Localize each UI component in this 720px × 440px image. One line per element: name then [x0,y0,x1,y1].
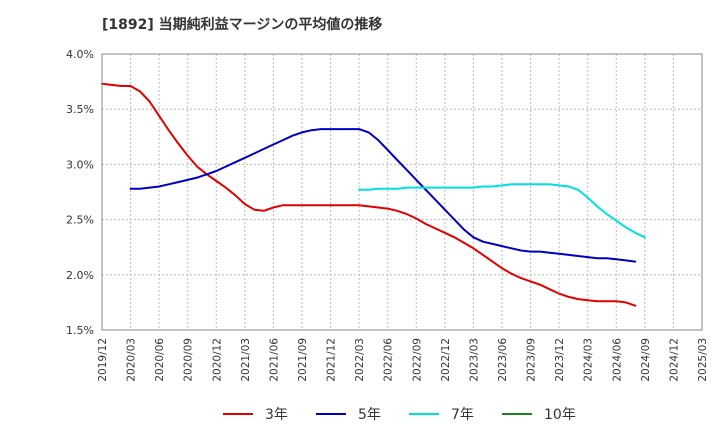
x-tick-label: 2021/06 [268,338,280,382]
y-tick-label: 1.5% [66,324,94,337]
x-tick-label: 2021/03 [240,338,252,382]
y-axis: 1.5% 2.0% 2.5% 3.0% 3.5% 4.0% [66,48,94,337]
x-tick-label: 2024/03 [583,338,595,382]
y-tick-label: 2.5% [66,214,94,227]
x-tick-label: 2022/09 [411,338,423,382]
y-tick-label: 3.5% [66,103,94,116]
legend-label: 7年 [451,407,474,423]
grid-layer [101,53,703,331]
legend-label: 10年 [544,407,576,423]
x-tick-label: 2022/12 [440,338,452,382]
x-tick-label: 2020/06 [154,338,166,382]
x-tick-label: 2022/03 [354,338,366,382]
x-axis: 2019/12 2020/03 2020/06 2020/09 2020/12 2021/… [97,338,709,382]
legend-label: 3年 [265,407,288,423]
x-tick-label: 2023/09 [526,338,538,382]
chart-title: [1892] 当期純利益マージンの平均値の推移 [102,17,383,33]
plot-frame [101,53,703,331]
series-layer [101,82,646,307]
x-tick-label: 2020/12 [211,338,223,382]
x-tick-label: 2021/12 [326,338,338,382]
x-tick-label: 2024/06 [611,338,623,382]
series-line [358,183,646,239]
y-tick-label: 4.0% [66,48,94,61]
x-tick-label: 2020/03 [126,338,138,382]
x-tick-label: 2024/12 [668,338,680,382]
x-tick-label: 2023/06 [497,338,509,382]
series-line [101,82,637,307]
x-tick-label: 2021/09 [297,338,309,382]
y-tick-label: 2.0% [66,269,94,282]
legend-label: 5年 [358,407,381,423]
x-tick-label: 2020/09 [183,338,195,382]
x-tick-label: 2025/03 [697,338,709,382]
x-tick-label: 2024/09 [640,338,652,382]
y-tick-label: 3.0% [66,158,94,171]
x-tick-label: 2019/12 [97,338,109,382]
x-tick-label: 2023/12 [554,338,566,382]
x-tick-label: 2023/03 [468,338,480,382]
legend: 3年 5年 7年 10年 [223,407,576,423]
series-line [129,128,637,263]
x-tick-label: 2022/06 [383,338,395,382]
